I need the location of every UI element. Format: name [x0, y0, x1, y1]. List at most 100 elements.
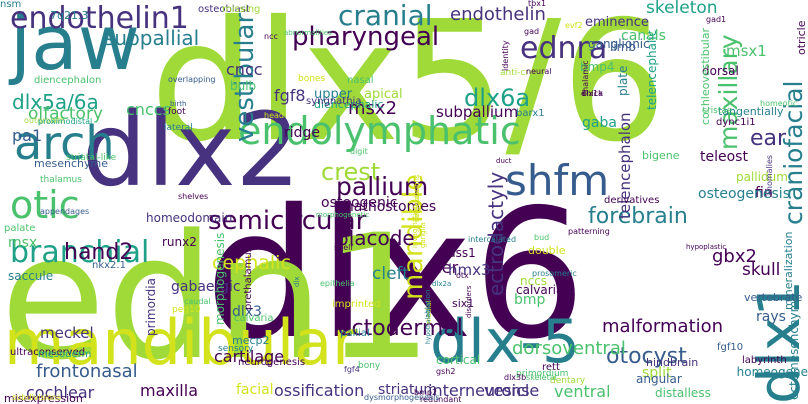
word-semicircular: semicircular	[208, 206, 367, 236]
word-bud: bud	[534, 233, 550, 242]
word-gnathostomes: gnathostomes	[336, 199, 437, 215]
word-placode: placode	[336, 226, 415, 250]
word-disorders: disorders	[465, 285, 473, 318]
word-dss1: dss1	[448, 246, 476, 260]
word-calvaria: calvaria	[234, 313, 274, 324]
word-cortical: cortical	[436, 353, 481, 367]
word-olfactory: olfactory	[28, 104, 103, 124]
word-upper: upper	[314, 87, 353, 102]
word-identity: identity	[501, 40, 510, 71]
word-missing: missing	[222, 4, 261, 15]
word-syngnathia: syngnathia	[306, 96, 362, 107]
word-msx1: msx1	[726, 42, 767, 60]
word-otic: otic	[10, 183, 80, 227]
word-primordium: primordium	[516, 369, 569, 379]
word-foot: foot	[168, 107, 186, 117]
word-cranial: cranial	[338, 0, 433, 32]
word-chick: chick	[582, 89, 603, 98]
word-gad1: gad1	[706, 15, 727, 24]
word-morphogenetic: morphogenetic	[316, 211, 370, 219]
word-dync1i1: dync1i1	[716, 117, 756, 128]
word-ventral: ventral	[554, 382, 611, 401]
word-fin: fin	[755, 185, 773, 201]
word-cncc: cncc	[226, 60, 263, 79]
word-calvarial: calvarial	[516, 283, 567, 297]
word-interneurons: interneurons	[428, 381, 530, 400]
word-osteocalcin: osteocalcin	[413, 182, 421, 222]
word-bigene: bigene	[642, 149, 680, 162]
word-bmp2: bmp2	[414, 388, 438, 397]
word-nccs: nccs	[520, 274, 548, 288]
word-birth: birth	[170, 100, 187, 108]
word-dorsal: dorsal	[702, 64, 739, 78]
word-appendages: appendages	[40, 207, 90, 216]
word-lateral: lateral	[164, 123, 193, 133]
word-imprinted: imprinted	[332, 299, 381, 310]
word-dlx-5: dlx-5	[430, 307, 581, 377]
word-endothelin1: endothelin1	[10, 1, 189, 36]
word-endothelin: endothelin	[450, 4, 546, 25]
word-apical: apical	[364, 87, 403, 102]
word-morphogenesis: morphogenesis	[213, 232, 227, 325]
word-redundant: redundant	[420, 395, 462, 404]
word-derivatives: derivatives	[604, 195, 660, 206]
word-maxilla: maxilla	[140, 381, 198, 400]
word-ganglia: ganglia	[419, 222, 427, 248]
word-gabaergic: gabaergic	[171, 279, 241, 295]
word-ganglionic: ganglionic	[588, 37, 650, 51]
word-nsm: nsm	[0, 0, 22, 10]
word-ridge: ridge	[284, 125, 321, 141]
word-ablation: ablation	[424, 289, 432, 318]
word-distalless: distalless	[655, 386, 711, 400]
word-shfm: shfm	[505, 156, 610, 205]
word-osteogenic: osteogenic	[321, 195, 398, 211]
word-neural: neural	[526, 67, 552, 76]
word-branchial: branchial	[10, 235, 150, 270]
word-fgf8: fgf8	[274, 86, 306, 105]
word-caudal: caudal	[184, 297, 211, 306]
word-nkx2-1: nkx2.1	[92, 260, 126, 271]
word-mandibular: mandibular	[4, 306, 358, 379]
word-frontonasal: frontonasal	[36, 361, 138, 382]
word-bones: bones	[298, 74, 326, 84]
word-skeleton: skeleton	[646, 0, 718, 18]
word-dlx3b: dlx3b	[504, 373, 527, 382]
word-bony: bony	[358, 361, 381, 371]
word-dlx6: dlx6	[205, 171, 587, 378]
word-homeogene: homeogene	[736, 365, 808, 379]
word-osteoblast: osteoblast	[198, 4, 250, 15]
word-canals: canals	[621, 28, 666, 44]
word-skull: skull	[742, 260, 781, 280]
word-striatum: striatum	[378, 382, 438, 398]
word-dysmorphogenesis: dysmorphogenesis	[364, 393, 440, 402]
word-subpallial: subpallial	[104, 26, 200, 50]
word-pallium: pallium	[336, 172, 429, 201]
word-fgf10: fgf10	[717, 342, 744, 353]
word-outgrowth: outgrowth	[24, 116, 65, 125]
word-dlx2: dlx2	[82, 91, 301, 210]
word-ear: ear	[750, 126, 787, 151]
word-gad: gad	[524, 27, 540, 36]
word-cleft: cleft	[372, 264, 409, 284]
word-osteogenesis: osteogenesis	[698, 186, 790, 202]
word-otx: otx	[456, 271, 469, 280]
word-msx2: msx2	[348, 98, 398, 119]
word-cartilage: cartilage	[214, 347, 285, 366]
word-bmp4: bmp4	[580, 60, 615, 74]
word-abnormalities: abnormalities	[284, 29, 332, 37]
word-pallidum: pallidum	[736, 170, 788, 184]
word-otricle: otricle	[795, 20, 808, 56]
word-rays: rays	[756, 309, 786, 325]
word-mesenchyme: mesenchyme	[34, 157, 108, 170]
word-bmp: bmp	[514, 292, 546, 308]
word-ednra: ednra	[520, 31, 608, 66]
word-tangentially: tangentially	[718, 105, 784, 118]
word-dorsoventral: dorsoventral	[512, 338, 626, 359]
word-intercalated: intercalated	[468, 235, 517, 244]
word-peg10: peg10	[172, 305, 201, 315]
word-arch: arch	[14, 116, 115, 170]
word-ncc: ncc	[264, 32, 278, 41]
word-vertebrate: vertebrate	[744, 291, 803, 304]
word-msx: msx	[8, 235, 38, 251]
word-cephalic: cephalic	[212, 252, 291, 274]
